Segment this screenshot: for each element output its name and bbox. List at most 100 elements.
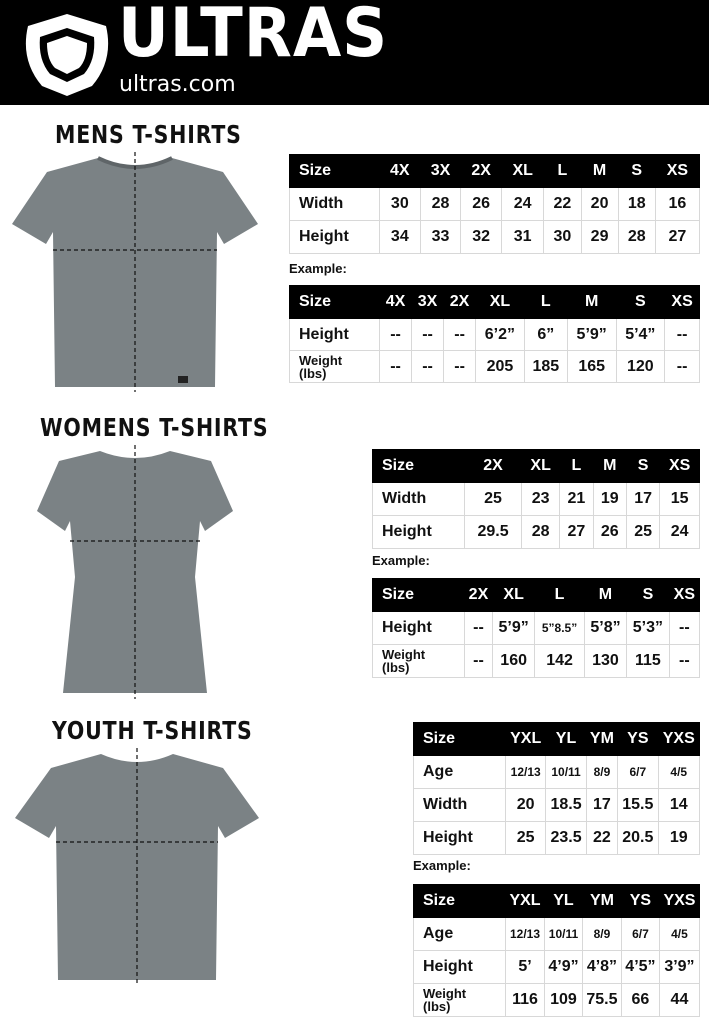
table-cell: 28 (419, 187, 462, 221)
table-cell: 25 (504, 821, 547, 855)
brand-name: ULTRAS (118, 0, 389, 73)
table-row: Height -- 5’9” 5”8.5” 5’8” 5’3” -- (372, 611, 701, 645)
table-row: Width 20 18.5 17 15.5 14 (413, 788, 700, 822)
table-cell: 30 (379, 187, 421, 221)
column-header: S (626, 578, 670, 612)
table-row: Height -- -- -- 6’2” 6” 5’9” 5’4” -- (289, 318, 700, 351)
table-cell: 23.5 (545, 821, 587, 855)
womens-tshirt-image (37, 445, 233, 699)
table-cell: 3’9” (658, 950, 701, 984)
table-cell: 25 (625, 515, 661, 549)
table-cell: 116 (505, 983, 545, 1017)
youth-size-table: Size YXL YL YM YS YXS Age 12/13 10/11 8/9 6/7 4/5 Wi… (413, 722, 700, 855)
table-header-row: Size YXL YL YM YS YXS (413, 884, 701, 918)
table-cell: -- (443, 350, 477, 383)
table-cell: 160 (491, 644, 536, 678)
column-header: XS (659, 449, 700, 483)
column-header: S (617, 154, 656, 188)
column-header: L (523, 285, 568, 319)
row-label: Weight (lbs) (372, 644, 465, 678)
table-cell: 34 (379, 220, 421, 254)
table-cell: 8/9 (581, 917, 622, 951)
mens-example-label: Example: (289, 261, 347, 276)
table-cell: 142 (534, 644, 585, 678)
table-cell: 5’8” (583, 611, 628, 645)
table-cell: -- (668, 644, 701, 678)
mens-size-table: Size 4X 3X 2X XL L M S XS Width 30 28 26 24 22 20 18 16 He… (289, 154, 701, 254)
column-header: XS (654, 154, 701, 188)
row-label: Height (289, 220, 380, 254)
column-header: XL (475, 285, 525, 319)
table-cell: 17 (585, 788, 619, 822)
table-cell: 6” (523, 318, 568, 351)
table-cell: -- (464, 611, 493, 645)
row-label: Height (372, 611, 465, 645)
table-row: Weight (lbs) -- -- -- 205 185 165 120 -- (289, 350, 700, 383)
table-cell: 23 (521, 482, 561, 516)
table-cell: 26 (592, 515, 627, 549)
table-cell: 4/5 (658, 917, 701, 951)
column-header: L (543, 154, 582, 188)
table-cell: 32 (460, 220, 502, 254)
table-cell: 26 (460, 187, 502, 221)
table-cell: 4’8” (581, 950, 622, 984)
column-header: XS (668, 578, 701, 612)
header-label: Size (372, 578, 465, 612)
table-cell: 12/13 (505, 917, 545, 951)
table-header-row: Size 4X 3X 2X XL L M S XS (289, 285, 700, 319)
column-header: 2X (464, 578, 493, 612)
table-cell: 185 (523, 350, 568, 383)
row-label: Weight (lbs) (413, 983, 506, 1017)
table-cell: 22 (543, 187, 582, 221)
column-header: YM (581, 884, 622, 918)
table-cell: -- (443, 318, 477, 351)
table-cell: 33 (419, 220, 462, 254)
table-header-row: Size 2X XL L M S XS (372, 449, 700, 483)
column-header: 2X (460, 154, 502, 188)
column-header: 2X (463, 449, 523, 483)
brand-url: ultras.com (119, 72, 236, 97)
table-cell: 28 (521, 515, 561, 549)
table-cell: 205 (475, 350, 525, 383)
header-banner: ULTRAS ultras.com (0, 0, 709, 105)
column-header: M (566, 285, 617, 319)
column-header: XL (521, 449, 561, 483)
table-cell: 17 (625, 482, 661, 516)
table-cell: 165 (566, 350, 617, 383)
column-header: YXL (504, 722, 547, 756)
table-cell: 4’9” (544, 950, 583, 984)
table-cell: 4’5” (620, 950, 660, 984)
table-cell: 19 (592, 482, 627, 516)
column-header: L (559, 449, 594, 483)
table-row: Age 12/13 10/11 8/9 6/7 4/5 (413, 917, 701, 951)
column-header: S (625, 449, 661, 483)
header-label: Size (372, 449, 465, 483)
section-title-youth: YOUTH T-SHIRTS (52, 716, 253, 745)
table-cell: 16 (654, 187, 701, 221)
womens-size-table: Size 2X XL L M S XS Width 25 23 21 19 17 15 Height 29.5… (372, 449, 700, 549)
column-header: YS (620, 884, 660, 918)
column-header: XL (500, 154, 545, 188)
table-cell: 20 (580, 187, 619, 221)
table-cell: 8/9 (585, 755, 619, 789)
table-cell: 10/11 (545, 755, 587, 789)
table-row: Width 30 28 26 24 22 20 18 16 (289, 187, 701, 221)
mens-example-table: Size 4X 3X 2X XL L M S XS Height -- -- -- 6’2” 6” 5’9” 5… (289, 285, 700, 383)
column-header: YXL (505, 884, 545, 918)
table-header-row: Size 4X 3X 2X XL L M S XS (289, 154, 701, 188)
table-cell: 5’9” (491, 611, 536, 645)
table-cell: 4/5 (657, 755, 700, 789)
table-cell: 22 (585, 821, 619, 855)
table-cell: 109 (544, 983, 583, 1017)
column-header: YS (617, 722, 659, 756)
table-row: Weight (lbs) 116 109 75.5 66 44 (413, 983, 701, 1017)
table-cell: 5’9” (566, 318, 617, 351)
header-label: Size (413, 884, 506, 918)
table-row: Height 29.5 28 27 26 25 24 (372, 515, 700, 549)
table-cell: 27 (559, 515, 594, 549)
table-cell: 12/13 (504, 755, 547, 789)
table-cell: 18 (617, 187, 656, 221)
column-header: S (615, 285, 666, 319)
table-cell: 5’4” (615, 318, 666, 351)
row-label: Height (413, 821, 506, 855)
